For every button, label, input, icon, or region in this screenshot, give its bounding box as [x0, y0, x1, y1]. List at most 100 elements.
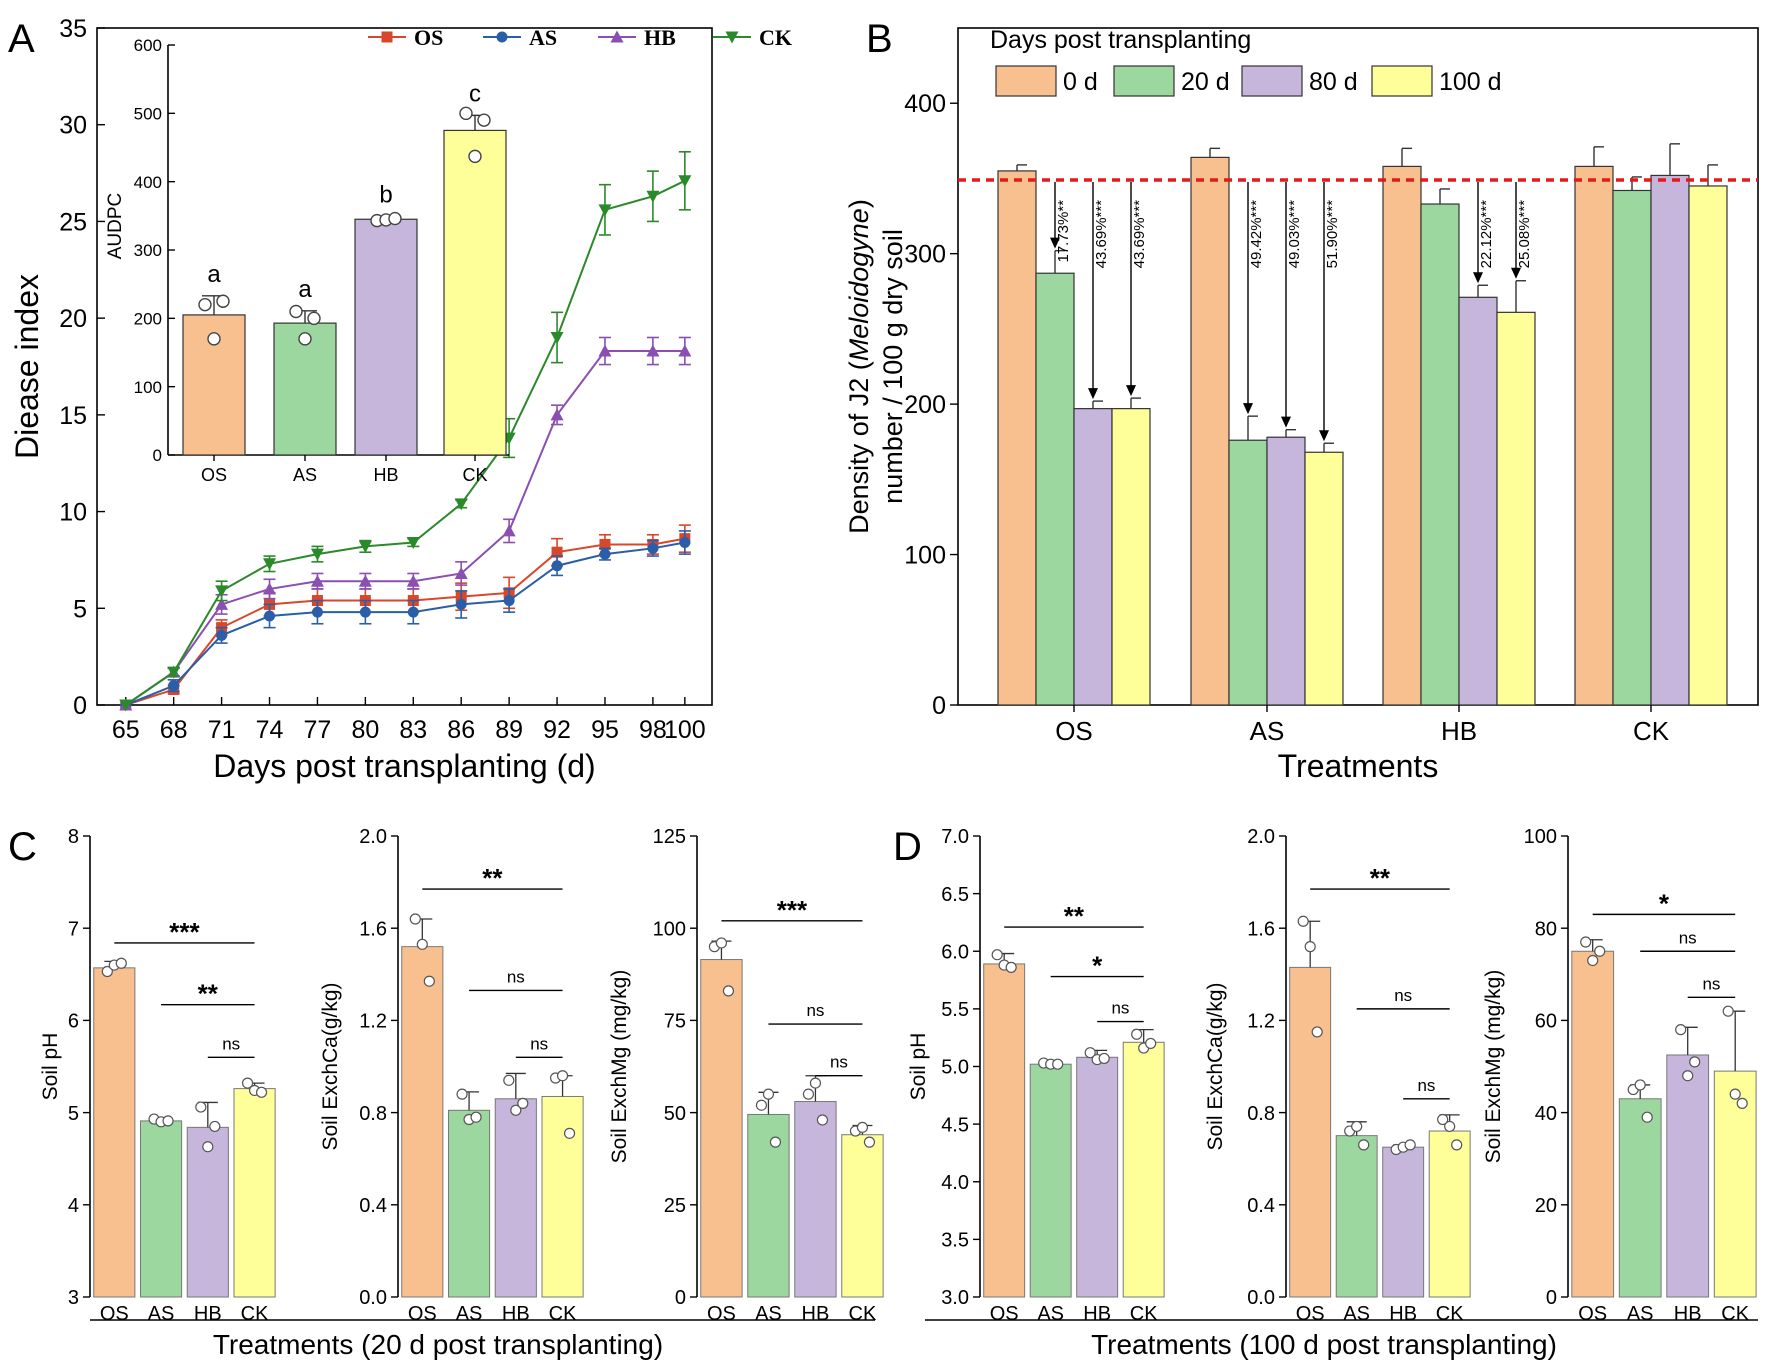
- d1-significance-label: **: [1064, 901, 1085, 931]
- panel-d-soil-exchca-chart: 0.0 0.4 0.8 1.2 1.6 2.0 Soil ExchCa(g/kg) OS AS H…: [1204, 826, 1471, 1325]
- a-x-tick-label: 95: [591, 716, 619, 744]
- d3-x-tick-label: AS: [1627, 1303, 1654, 1325]
- c3-bar-ck: [841, 1134, 884, 1298]
- a-point-as: [647, 542, 659, 554]
- a-point-as: [679, 537, 691, 549]
- b-bar-os-0d: [997, 170, 1037, 706]
- a-x-tick-label: 92: [543, 716, 571, 744]
- c2-replicate-point: [409, 913, 421, 925]
- d2-replicate-point: [1311, 1026, 1323, 1038]
- d2-bar-os: [1289, 966, 1332, 1298]
- d2-y-tick-label: 1.2: [1247, 1011, 1275, 1033]
- c3-x-tick-label: CK: [849, 1303, 877, 1325]
- a-x-tick-label: 74: [256, 716, 284, 744]
- c2-y-tick-label: 1.2: [359, 1011, 387, 1033]
- d3-bar-hb: [1666, 1054, 1710, 1298]
- c2-replicate-point: [456, 1088, 468, 1100]
- c2-significance-label: ns: [507, 967, 525, 986]
- a-point-as: [168, 680, 180, 692]
- a-point-as: [407, 606, 419, 618]
- d2-y-axis-label: Soil ExchCa(g/kg): [1204, 982, 1227, 1150]
- d2-x-tick-label: OS: [1296, 1303, 1325, 1325]
- inset-bar-hb: [354, 218, 418, 456]
- inset-y-tick-label: 100: [134, 378, 162, 397]
- d2-bar-ck: [1428, 1130, 1471, 1298]
- d3-y-tick-label: 60: [1535, 1011, 1557, 1033]
- inset-replicate-point: [307, 311, 321, 326]
- d2-y-tick-label: 1.6: [1247, 918, 1275, 940]
- c2-replicate-point: [503, 1074, 515, 1086]
- c2-y-axis-label: Soil ExchCa(g/kg): [319, 982, 342, 1150]
- c1-replicate-point: [255, 1086, 268, 1098]
- c3-y-tick-label: 25: [664, 1195, 686, 1217]
- inset-replicate-point: [468, 149, 482, 164]
- a-x-tick-label: 80: [351, 716, 379, 744]
- d3-replicate-point: [1580, 936, 1592, 948]
- d2-x-tick-label: HB: [1389, 1303, 1417, 1325]
- d3-replicate-point: [1594, 945, 1606, 957]
- b-legend-title: Days post transplanting: [990, 26, 1251, 54]
- a-x-tick-label: 83: [399, 716, 427, 744]
- d2-y-tick-label: 0.8: [1247, 1103, 1275, 1125]
- d2-replicate-point: [1437, 1113, 1449, 1126]
- a-point-ck: [678, 175, 692, 188]
- inset-y-tick-label: 0: [153, 446, 162, 465]
- d3-bar-as: [1618, 1098, 1662, 1298]
- c1-y-tick-label: 4: [68, 1195, 79, 1217]
- b-y-axis-label-line1: Density of J2 (Meloidogyne): [844, 199, 874, 534]
- c3-x-tick-label: OS: [707, 1303, 736, 1325]
- a-point-ck: [454, 498, 468, 511]
- c2-y-tick-label: 1.6: [359, 918, 387, 940]
- panel-a-inset-bar-chart: 0 100 200 300 400 500 600 AUDPC a OS a AS b HB c CK: [105, 36, 509, 485]
- c2-bar-os: [401, 946, 444, 1298]
- inset-significance-letter: c: [469, 80, 481, 107]
- c2-replicate-point: [470, 1111, 482, 1123]
- d1-x-tick-label: CK: [1130, 1303, 1158, 1325]
- b-bar-os-100d: [1111, 408, 1151, 706]
- a-point-as: [216, 629, 228, 641]
- a-y-tick-label: 25: [59, 208, 87, 236]
- b-bar-as-80d: [1266, 436, 1306, 706]
- c1-replicate-point: [115, 957, 127, 969]
- panel-label-b: B: [866, 17, 893, 61]
- c3-replicate-point: [863, 1136, 876, 1148]
- a-point-os: [551, 546, 563, 558]
- a-legend-label-os: OS: [414, 25, 443, 50]
- a-legend-marker-os: [381, 31, 393, 43]
- inset-replicate-point: [198, 297, 212, 312]
- panel-b-bar-chart: 0 100 200 300 400 OS AS HB CK Treatments Density o…: [844, 26, 1759, 784]
- d3-x-tick-label: CK: [1721, 1303, 1749, 1325]
- inset-y-tick-label: 200: [134, 309, 162, 328]
- a-point-ck: [167, 666, 181, 679]
- a-point-ck: [119, 699, 133, 712]
- b-reduction-label: 49.03%***: [1286, 200, 1303, 269]
- b-legend-swatch: [1371, 65, 1433, 97]
- d3-replicate-point: [1729, 1088, 1741, 1100]
- d3-replicate-point: [1722, 1005, 1734, 1017]
- d2-significance-label: ns: [1394, 986, 1412, 1005]
- c3-y-tick-label: 75: [664, 1011, 686, 1033]
- c3-bar-as: [747, 1113, 790, 1298]
- c1-y-tick-label: 5: [68, 1103, 79, 1125]
- d1-y-tick-label: 4.5: [941, 1114, 969, 1136]
- a-point-as: [455, 598, 467, 610]
- a-x-tick-label: 71: [208, 716, 236, 744]
- a-y-tick-label: 20: [59, 305, 87, 333]
- c3-replicate-point: [762, 1088, 775, 1100]
- d1-replicate-point: [1131, 1028, 1143, 1040]
- b-bar-as-20d: [1228, 439, 1268, 706]
- b-bar-os-80d: [1073, 408, 1113, 706]
- b-y-axis-label-line2: number / 100 g dry soil: [878, 229, 908, 504]
- d1-replicate-point: [991, 949, 1003, 961]
- a-x-tick-label: 100: [664, 716, 706, 744]
- d3-replicate-point: [1587, 954, 1599, 967]
- b-bar-ck-80d: [1650, 174, 1690, 706]
- c1-replicate-point: [101, 965, 113, 978]
- d3-bar-ck: [1713, 1070, 1757, 1298]
- d3-significance-label: ns: [1702, 974, 1720, 993]
- c2-replicate-point: [423, 975, 435, 987]
- d1-y-tick-label: 3.5: [941, 1230, 969, 1252]
- c1-significance-label: ns: [222, 1034, 240, 1053]
- b-reduction-label: 17.73%**: [1055, 200, 1072, 263]
